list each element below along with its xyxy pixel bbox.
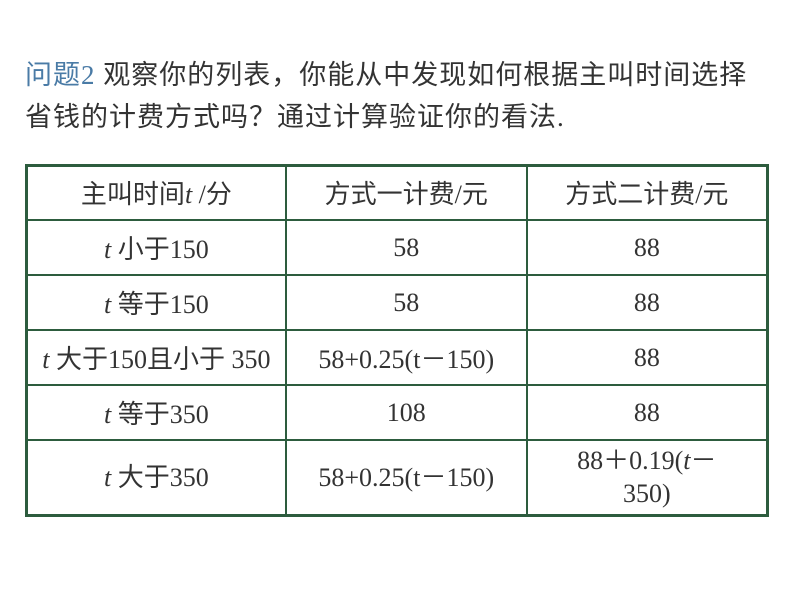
table-row: t 大于150且小于 350 58+0.25(t－150) 88 xyxy=(27,330,768,385)
plan1-cell: 58+0.25(t－150) xyxy=(286,440,527,515)
plan2-cell: 88 xyxy=(527,385,768,440)
table-row: t 大于350 58+0.25(t－150) 88＋0.19(t－350) xyxy=(27,440,768,515)
plan1-cell: 58+0.25(t－150) xyxy=(286,330,527,385)
header-col1: 主叫时间t /分 xyxy=(27,165,286,220)
plan1-cell: 108 xyxy=(286,385,527,440)
table-row: t 等于150 58 88 xyxy=(27,275,768,330)
plan2-cell: 88 xyxy=(527,330,768,385)
plan2-cell: 88 xyxy=(527,220,768,275)
header-col3: 方式二计费/元 xyxy=(527,165,768,220)
plan1-cell: 58 xyxy=(286,275,527,330)
table-row: t 等于350 108 88 xyxy=(27,385,768,440)
condition-cell: t 大于350 xyxy=(27,440,286,515)
header-col2: 方式一计费/元 xyxy=(286,165,527,220)
condition-cell: t 大于150且小于 350 xyxy=(27,330,286,385)
question-number: 2 xyxy=(81,60,96,90)
question-text: 问题2 观察你的列表，你能从中发现如何根据主叫时间选择省钱的计费方式吗？通过计算… xyxy=(25,55,769,139)
question-body: 观察你的列表，你能从中发现如何根据主叫时间选择省钱的计费方式吗？通过计算验证你的… xyxy=(25,60,747,132)
condition-cell: t 等于150 xyxy=(27,275,286,330)
table-header-row: 主叫时间t /分 方式一计费/元 方式二计费/元 xyxy=(27,165,768,220)
pricing-table: 主叫时间t /分 方式一计费/元 方式二计费/元 t 小于150 58 88 t… xyxy=(25,164,769,517)
plan2-cell: 88 xyxy=(527,275,768,330)
condition-cell: t 等于350 xyxy=(27,385,286,440)
plan1-cell: 58 xyxy=(286,220,527,275)
condition-cell: t 小于150 xyxy=(27,220,286,275)
question-label: 问题 xyxy=(25,60,81,90)
plan2-cell: 88＋0.19(t－350) xyxy=(527,440,768,515)
table-row: t 小于150 58 88 xyxy=(27,220,768,275)
